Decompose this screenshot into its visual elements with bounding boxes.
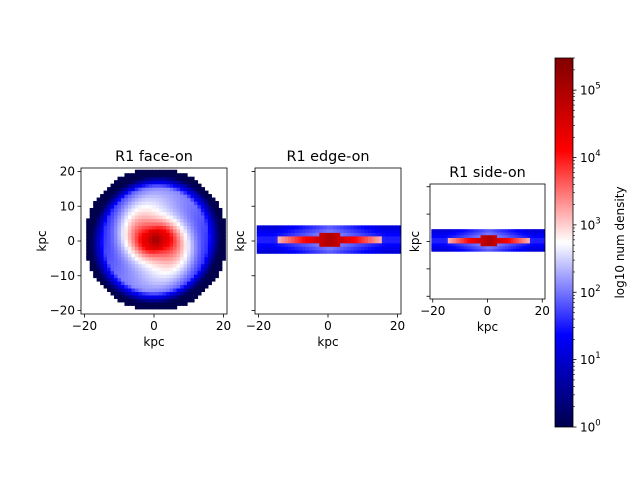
panel-1: −20 0 20 −20 −10 0 10 20 R1 face-on kpc kpc [35,149,231,349]
colorbar-group: 100 101 102 103 104 105 log10 num density [554,57,627,435]
y-axis-label: kpc [408,231,422,252]
panel-title: R1 edge-on [286,149,369,165]
x-axis-label: kpc [477,320,498,334]
density-field [431,229,545,252]
colorbar-tick-label: 102 [580,284,601,300]
y-tick-label: 0 [67,234,75,248]
colorbar-tick-label: 103 [580,216,601,232]
x-tick-label: 0 [484,304,492,318]
y-tick-label: −10 [50,269,75,283]
colorbar-label: log10 num density [613,186,627,298]
y-axis-label: kpc [233,230,247,251]
x-axis-label: kpc [143,335,164,349]
x-tick-label: 0 [324,319,332,333]
x-tick-label: 20 [216,319,231,333]
x-tick-label: 20 [535,304,550,318]
y-tick-label: 20 [60,165,75,179]
panel-title: R1 side-on [449,165,526,181]
x-axis-label: kpc [317,335,338,349]
panel-3: −20 0 20 R1 side-on kpc kpc [408,165,550,334]
colorbar-tick-label: 105 [580,82,601,98]
x-tick-label: −20 [246,319,271,333]
x-tick-label: 0 [150,319,158,333]
y-axis-label: kpc [35,230,49,251]
panel-title: R1 face-on [115,149,193,165]
y-tick-label: −20 [50,304,75,318]
y-tick-label: 10 [60,199,75,213]
density-field [86,169,226,310]
panel-2: −20 0 20 R1 edge-on kpc kpc [233,149,405,349]
x-tick-label: 20 [390,319,405,333]
colorbar-tick-label: 101 [580,351,601,367]
x-tick-label: −20 [420,304,445,318]
colorbar [554,57,574,428]
x-tick-label: −20 [72,319,97,333]
colorbar-tick-label: 104 [580,149,601,165]
density-field [256,225,401,254]
colorbar-tick-label: 100 [580,419,601,435]
panels-group: −20 0 20 −20 −10 0 10 20 R1 face-on kpc kpc −20 0 20 R… [35,149,550,349]
